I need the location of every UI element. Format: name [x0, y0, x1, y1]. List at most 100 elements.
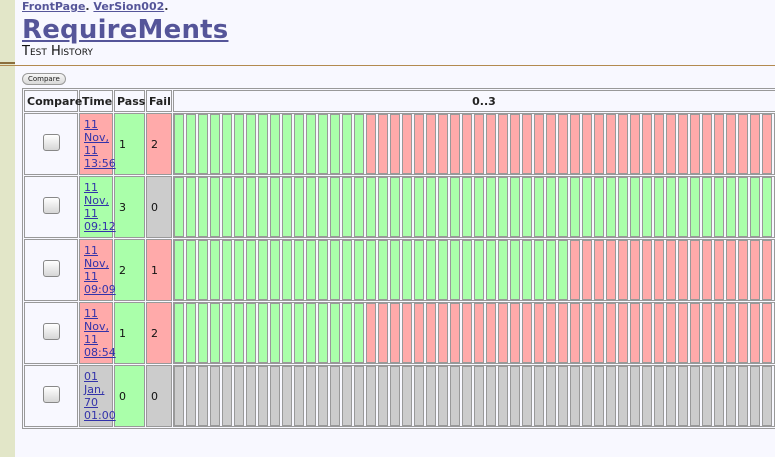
test-pass-bar: [762, 177, 772, 237]
test-fail-bar: [534, 303, 544, 363]
compare-checkbox[interactable]: [42, 197, 60, 214]
time-link-part: 11: [84, 207, 98, 220]
test-result-bars: [174, 177, 775, 237]
test-result-bars: [174, 240, 775, 300]
test-pass-bar: [570, 177, 580, 237]
test-pass-bar: [234, 114, 244, 174]
time-link[interactable]: 11 Nov, 11 13:56: [80, 118, 116, 170]
test-fail-bar: [606, 114, 616, 174]
test-pass-bar: [618, 177, 628, 237]
test-pass-bar: [210, 240, 220, 300]
test-pass-bar: [258, 114, 268, 174]
time-link-part: 70: [84, 396, 98, 409]
test-pass-bar: [378, 177, 388, 237]
test-pass-bar: [174, 240, 184, 300]
test-fail-bar: [402, 114, 412, 174]
test-fail-bar: [726, 240, 736, 300]
test-pass-bar: [522, 177, 532, 237]
test-pass-bar: [402, 177, 412, 237]
test-fail-bar: [438, 114, 448, 174]
test-fail-bar: [714, 303, 724, 363]
test-fail-bar: [378, 303, 388, 363]
time-link[interactable]: 01 Jan, 70 01:00: [80, 370, 116, 422]
test-pass-bar: [438, 177, 448, 237]
test-pass-bar: [702, 177, 712, 237]
test-fail-bar: [414, 303, 424, 363]
test-fail-bar: [366, 303, 376, 363]
test-fail-bar: [474, 114, 484, 174]
test-pass-bar: [198, 240, 208, 300]
test-results-cell: [173, 302, 775, 364]
test-fail-bar: [654, 303, 664, 363]
test-fail-bar: [582, 114, 592, 174]
test-fail-bar: [450, 114, 460, 174]
time-link[interactable]: 11 Nov, 11 08:54: [80, 307, 116, 359]
compare-button[interactable]: Compare: [22, 73, 66, 85]
test-fail-bar: [486, 114, 496, 174]
test-none-bar: [714, 366, 724, 426]
test-fail-bar: [594, 240, 604, 300]
breadcrumb-version-link[interactable]: VerSion002: [93, 0, 165, 13]
time-link[interactable]: 11 Nov, 11 09:09: [80, 244, 116, 296]
compare-checkbox[interactable]: [42, 260, 60, 277]
test-none-bar: [642, 366, 652, 426]
test-pass-bar: [462, 177, 472, 237]
test-fail-bar: [522, 114, 532, 174]
test-pass-bar: [186, 303, 196, 363]
compare-checkbox[interactable]: [42, 323, 60, 340]
test-fail-bar: [390, 114, 400, 174]
test-pass-bar: [390, 177, 400, 237]
test-fail-bar: [510, 303, 520, 363]
test-pass-bar: [234, 303, 244, 363]
test-pass-bar: [282, 240, 292, 300]
test-pass-bar: [330, 240, 340, 300]
test-result-bars: [174, 366, 775, 426]
table-row: 11 Nov, 11 13:56 1 2: [24, 113, 775, 175]
test-fail-bar: [702, 114, 712, 174]
test-fail-bar: [690, 240, 700, 300]
fail-count: 0: [146, 365, 172, 427]
time-cell: 11 Nov, 11 08:54: [79, 302, 116, 364]
test-fail-bar: [450, 303, 460, 363]
test-pass-bar: [354, 177, 364, 237]
page-title[interactable]: RequireMents: [22, 15, 229, 45]
time-link[interactable]: 11 Nov, 11 09:12: [80, 181, 116, 233]
compare-checkbox[interactable]: [42, 386, 60, 403]
test-pass-bar: [270, 303, 280, 363]
test-pass-bar: [678, 177, 688, 237]
history-body: 11 Nov, 11 13:56 1 2 11 Nov, 11 09:12 3 0 11 Nov, 11 09…: [24, 113, 775, 427]
test-pass-bar: [342, 177, 352, 237]
test-pass-bar: [234, 177, 244, 237]
test-fail-bar: [726, 114, 736, 174]
test-pass-bar: [258, 177, 268, 237]
test-pass-bar: [222, 303, 232, 363]
test-none-bar: [414, 366, 424, 426]
test-fail-bar: [666, 303, 676, 363]
test-fail-bar: [606, 240, 616, 300]
breadcrumb-frontpage-link[interactable]: FrontPage: [22, 0, 86, 13]
test-fail-bar: [582, 240, 592, 300]
test-fail-bar: [402, 303, 412, 363]
test-pass-bar: [318, 177, 328, 237]
test-none-bar: [438, 366, 448, 426]
test-fail-bar: [570, 303, 580, 363]
test-pass-bar: [186, 240, 196, 300]
compare-checkbox[interactable]: [42, 134, 60, 151]
test-pass-bar: [402, 240, 412, 300]
table-row: 11 Nov, 11 09:09 2 1: [24, 239, 775, 301]
time-link-part: 11: [84, 181, 98, 194]
test-pass-bar: [558, 177, 568, 237]
test-fail-bar: [570, 240, 580, 300]
pass-count: 0: [114, 365, 145, 427]
table-row: 11 Nov, 11 08:54 1 2: [24, 302, 775, 364]
test-none-bar: [366, 366, 376, 426]
test-none-bar: [750, 366, 760, 426]
test-fail-bar: [762, 240, 772, 300]
test-pass-bar: [246, 303, 256, 363]
test-pass-bar: [546, 177, 556, 237]
test-fail-bar: [426, 114, 436, 174]
test-none-bar: [450, 366, 460, 426]
test-pass-bar: [234, 240, 244, 300]
test-pass-bar: [666, 177, 676, 237]
test-fail-bar: [666, 240, 676, 300]
